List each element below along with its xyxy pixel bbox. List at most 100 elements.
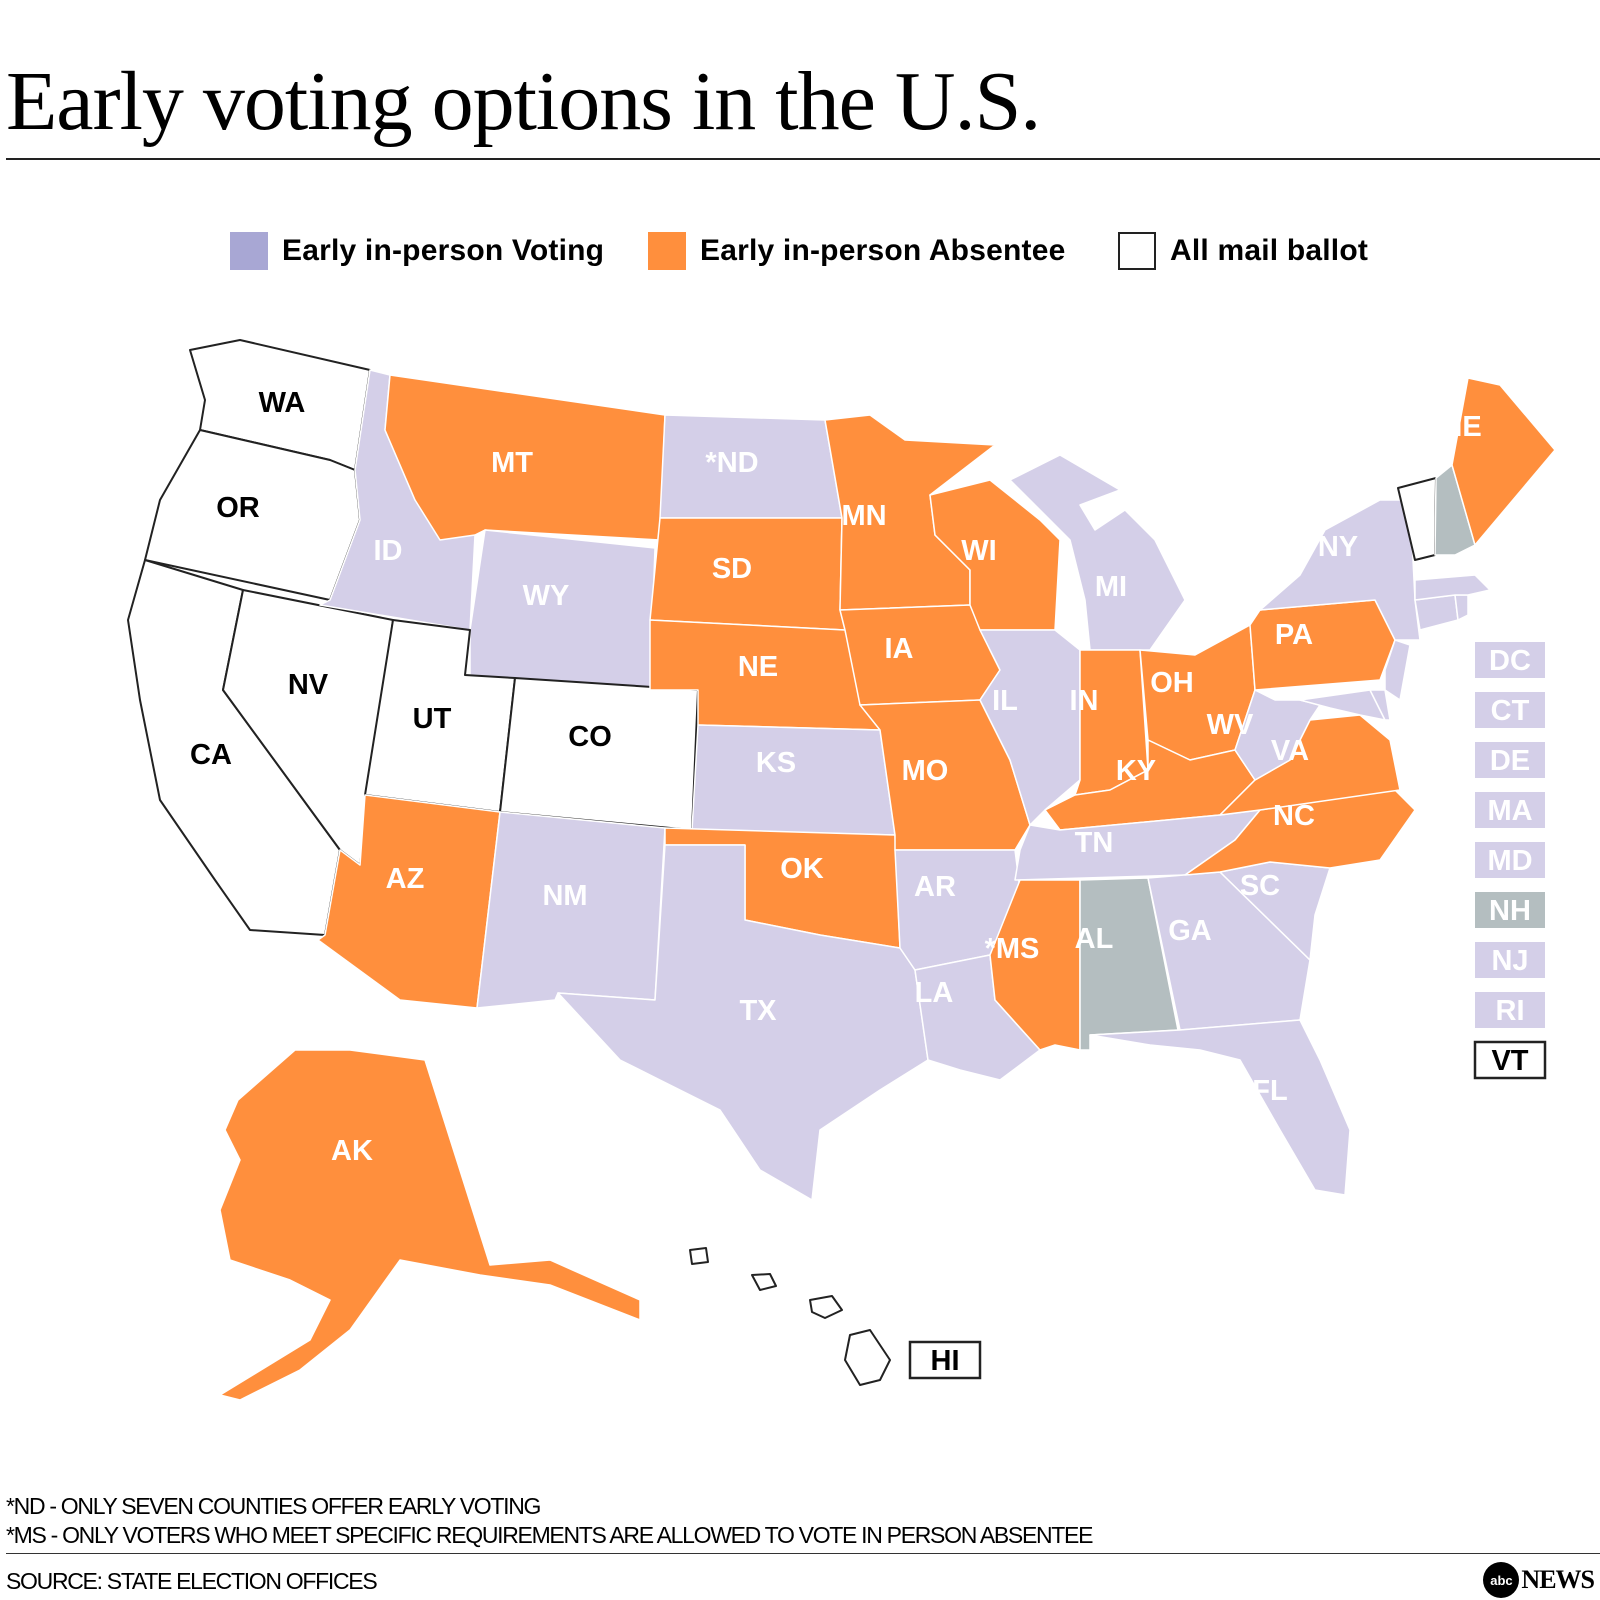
box-rect-NJ [1475, 942, 1545, 978]
box-rect-NH [1475, 892, 1545, 928]
state-MA[interactable] [1414, 574, 1491, 601]
state-label-MO: MO [902, 755, 949, 787]
box-label-CT: CT [1491, 695, 1530, 727]
box-rect-DC [1475, 642, 1545, 678]
state-label-WI: WI [961, 535, 996, 567]
state-label-SC: SC [1240, 870, 1280, 902]
state-HI-oahu[interactable] [751, 1273, 777, 1291]
state-label-VA: VA [1271, 735, 1309, 767]
box-rect-HI [908, 1340, 982, 1380]
box-label-MA: MA [1487, 795, 1532, 827]
box-MD[interactable]: MD [1475, 842, 1545, 878]
box-MA[interactable]: MA [1475, 792, 1545, 828]
box-rect-MA [1475, 792, 1545, 828]
legend-item-early-in-person-absentee: Early in-person Absentee [648, 232, 1065, 270]
state-RI[interactable] [1454, 594, 1469, 621]
state-label-NE: NE [738, 651, 778, 683]
state-label-AR: AR [914, 871, 956, 903]
state-HI-kauai[interactable] [689, 1247, 709, 1265]
state-AK[interactable] [219, 1049, 641, 1401]
state-MD[interactable] [1299, 689, 1386, 721]
state-label-IN: IN [1070, 685, 1099, 717]
box-label-RI: RI [1496, 995, 1525, 1027]
state-label-UT: UT [413, 703, 452, 735]
state-label-KS: KS [756, 747, 796, 779]
title-rule [6, 158, 1600, 160]
legend: Early in-person Voting Early in-person A… [0, 232, 1600, 276]
state-label-NV: NV [288, 669, 329, 701]
box-DC[interactable]: DC [1475, 642, 1545, 678]
state-label-KY: KY [1116, 755, 1156, 787]
state-label-OH: OH [1150, 667, 1194, 699]
box-HI[interactable]: HI [908, 1340, 982, 1380]
state-HI-maui[interactable] [809, 1295, 843, 1319]
state-label-TN: TN [1075, 827, 1114, 859]
state-label-MT: MT [491, 447, 533, 479]
box-DE[interactable]: DE [1475, 742, 1545, 778]
state-label-FL: FL [1252, 1075, 1287, 1107]
state-label-OK: OK [780, 853, 824, 885]
footer-rule [6, 1553, 1600, 1554]
box-NJ[interactable]: NJ [1475, 942, 1545, 978]
box-NH[interactable]: NH [1475, 892, 1545, 928]
state-label-AL: AL [1075, 923, 1114, 955]
state-label-IL: IL [992, 685, 1018, 717]
legend-label-mail: All mail ballot [1170, 234, 1369, 267]
state-label-CO: CO [568, 721, 612, 753]
state-KS[interactable] [691, 724, 896, 836]
abc-logo-mark: abc [1483, 1562, 1520, 1598]
state-TX[interactable] [557, 844, 929, 1201]
box-label-MD: MD [1487, 845, 1532, 877]
state-FL[interactable] [1089, 1019, 1351, 1196]
box-rect-DE [1475, 742, 1545, 778]
us-map: WA OR CA NV UT CO ID MT WY *ND SD NE KS OK TX NM AZ MN IA M… [127, 339, 1556, 1401]
legend-label-voting: Early in-person Voting [282, 234, 605, 267]
state-MI[interactable] [1009, 454, 1186, 651]
legend-item-all-mail-ballot: All mail ballot [1118, 232, 1368, 270]
legend-swatch-absentee [648, 232, 686, 270]
state-DE[interactable] [1369, 689, 1391, 721]
page-title: Early voting options in the U.S. [6, 55, 1041, 148]
state-label-ID: ID [374, 535, 403, 567]
state-label-AZ: AZ [386, 863, 425, 895]
box-rect-VT [1473, 1040, 1547, 1080]
state-ME[interactable] [1451, 377, 1556, 546]
state-NH[interactable] [1434, 464, 1476, 556]
state-label-ME: ME [1438, 411, 1482, 443]
box-RI[interactable]: RI [1475, 992, 1545, 1028]
footnote-ms: *MS - ONLY VOTERS WHO MEET SPECIFIC REQU… [6, 1522, 1093, 1548]
box-rect-RI [1475, 992, 1545, 1028]
legend-swatch-mail [1118, 232, 1156, 270]
state-CO[interactable] [499, 677, 699, 831]
box-rect-CT [1475, 692, 1545, 728]
box-rect-MD [1475, 842, 1545, 878]
logo-text: NEWS [1521, 1565, 1595, 1594]
box-label-NJ: NJ [1491, 945, 1528, 977]
state-NJ[interactable] [1384, 639, 1411, 701]
state-CT[interactable] [1414, 594, 1459, 631]
state-label-PA: PA [1275, 619, 1313, 651]
state-HI-hawaii[interactable] [844, 1329, 891, 1386]
box-label-DE: DE [1490, 745, 1530, 777]
box-label-NH: NH [1489, 895, 1531, 927]
source-text: SOURCE: STATE ELECTION OFFICES [6, 1568, 378, 1594]
state-label-LA: LA [915, 977, 954, 1009]
state-label-TX: TX [739, 995, 777, 1027]
state-label-NM: NM [542, 880, 587, 912]
legend-item-early-in-person-voting: Early in-person Voting [230, 232, 604, 270]
box-CT[interactable]: CT [1475, 692, 1545, 728]
state-NC[interactable] [1184, 789, 1416, 876]
state-label-NC: NC [1273, 800, 1315, 832]
state-label-OR: OR [216, 492, 260, 524]
box-VT[interactable]: VT [1473, 1040, 1547, 1080]
state-label-SD: SD [712, 553, 752, 585]
state-label-WA: WA [259, 387, 306, 419]
state-label-MS: *MS [985, 933, 1040, 965]
abc-news-logo: abc NEWS [1483, 1562, 1595, 1598]
state-label-WV: WV [1207, 709, 1254, 741]
state-label-GA: GA [1168, 915, 1212, 947]
state-label-ND: *ND [705, 447, 758, 479]
state-PA[interactable] [1249, 599, 1396, 691]
state-label-CA: CA [190, 739, 232, 771]
state-label-MI: MI [1095, 571, 1127, 603]
